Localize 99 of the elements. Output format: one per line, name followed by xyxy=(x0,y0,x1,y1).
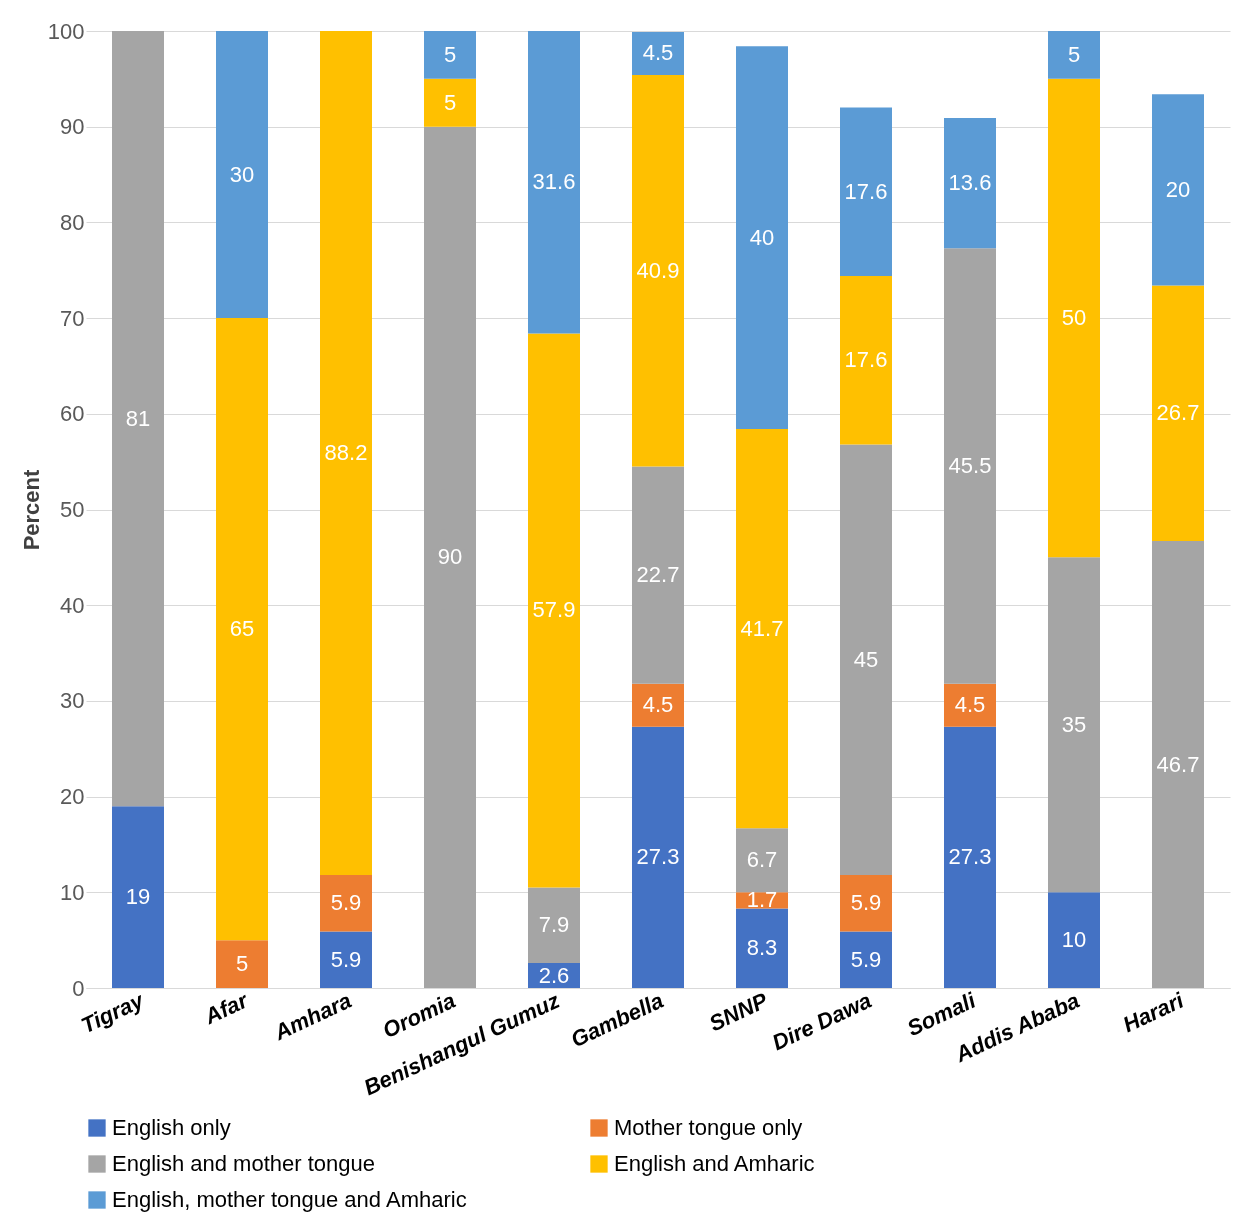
bar xyxy=(320,875,372,932)
data-label: 19 xyxy=(125,884,151,910)
bar xyxy=(424,31,476,79)
data-label: 46.7 xyxy=(1156,751,1200,777)
data-label: 4.5 xyxy=(642,40,674,66)
data-label: 26.7 xyxy=(1156,400,1200,426)
bar xyxy=(528,333,580,888)
bar xyxy=(1152,541,1204,988)
bar xyxy=(944,118,996,249)
bar xyxy=(632,75,684,467)
data-label: 35 xyxy=(1061,711,1087,737)
data-label: 17.6 xyxy=(844,347,888,373)
bar xyxy=(840,931,892,988)
data-label: 5 xyxy=(1067,41,1081,67)
data-label: 57.9 xyxy=(532,597,576,623)
legend-label: English and mother tongue xyxy=(112,1151,375,1176)
bar xyxy=(424,78,476,127)
data-label: 81 xyxy=(125,405,151,431)
bar xyxy=(216,31,268,319)
y-tick-label: 20 xyxy=(60,784,85,810)
bar xyxy=(528,887,580,964)
x-tick-label: Afar xyxy=(199,987,253,1030)
bar xyxy=(736,908,788,988)
data-label: 41.7 xyxy=(740,615,784,641)
bar xyxy=(528,31,580,334)
data-label: 22.7 xyxy=(636,562,680,588)
y-tick-label: 80 xyxy=(60,209,85,235)
bar xyxy=(840,875,892,932)
bar xyxy=(840,275,892,445)
bar xyxy=(320,931,372,988)
bar xyxy=(944,248,996,684)
legend-label: English and Amharic xyxy=(614,1151,815,1176)
data-label: 13.6 xyxy=(948,170,992,196)
data-label: 4.5 xyxy=(642,692,674,718)
bar xyxy=(1048,892,1100,988)
y-tick-label: 40 xyxy=(60,592,85,618)
bar xyxy=(112,31,164,807)
data-label: 65 xyxy=(229,616,255,642)
data-label: 27.3 xyxy=(948,844,992,870)
data-label: 17.6 xyxy=(844,178,888,204)
data-label: 40.9 xyxy=(636,257,680,283)
bar xyxy=(736,828,788,893)
bar xyxy=(216,318,268,941)
y-axis-title: Percent xyxy=(18,468,44,551)
data-label: 5.9 xyxy=(330,946,362,972)
bar xyxy=(1152,94,1204,286)
y-tick-label: 70 xyxy=(60,305,85,331)
data-label: 90 xyxy=(437,544,463,570)
data-label: 5.9 xyxy=(850,890,882,916)
bar xyxy=(320,31,372,876)
y-tick-label: 90 xyxy=(60,114,85,140)
y-tick-label: 100 xyxy=(47,18,85,44)
legend-label: Mother tongue only xyxy=(614,1115,803,1140)
bar xyxy=(840,444,892,876)
data-label: 5 xyxy=(443,89,457,115)
bar xyxy=(112,806,164,988)
y-tick-label: 10 xyxy=(60,879,85,905)
data-label: 20 xyxy=(1165,176,1191,202)
bar xyxy=(944,683,996,727)
bar xyxy=(840,107,892,276)
y-tick-label: 60 xyxy=(60,401,85,427)
bar xyxy=(632,31,684,76)
data-label: 45 xyxy=(853,646,879,672)
data-label: 7.9 xyxy=(538,912,570,938)
bar xyxy=(216,940,268,988)
bar xyxy=(736,429,788,829)
legend-label: English only xyxy=(112,1115,231,1140)
data-label: 40 xyxy=(749,224,775,250)
bar xyxy=(1048,31,1100,79)
bar xyxy=(736,46,788,430)
x-tick-label: Dire Dawa xyxy=(768,987,876,1056)
bar xyxy=(632,466,684,684)
data-label: 45.5 xyxy=(948,452,992,478)
y-tick-label: 50 xyxy=(60,497,85,522)
data-label: 50 xyxy=(1061,305,1087,331)
data-label: 10 xyxy=(1061,927,1087,953)
bar xyxy=(1048,557,1100,893)
bar xyxy=(424,126,476,988)
y-tick-label: 30 xyxy=(60,688,85,714)
bar xyxy=(632,683,684,727)
data-label: 8.3 xyxy=(746,935,778,961)
data-label: 88.2 xyxy=(324,440,368,466)
data-label: 5.9 xyxy=(850,946,882,972)
legend-label: English, mother tongue and Amharic xyxy=(112,1187,467,1212)
data-label: 5 xyxy=(235,951,249,977)
data-label: 30 xyxy=(229,161,255,187)
data-label: 4.5 xyxy=(954,692,986,718)
data-label: 1.7 xyxy=(746,887,778,913)
data-label: 6.7 xyxy=(746,847,778,873)
data-label: 5 xyxy=(443,41,457,67)
data-label: 5.9 xyxy=(330,890,362,916)
data-label: 27.3 xyxy=(636,844,680,870)
y-tick-label: 0 xyxy=(72,975,85,1001)
data-label: 2.6 xyxy=(538,962,570,988)
bar xyxy=(1152,285,1204,542)
bar xyxy=(944,726,996,988)
data-label: 31.6 xyxy=(532,169,576,195)
bar xyxy=(1048,78,1100,558)
bar xyxy=(632,726,684,988)
